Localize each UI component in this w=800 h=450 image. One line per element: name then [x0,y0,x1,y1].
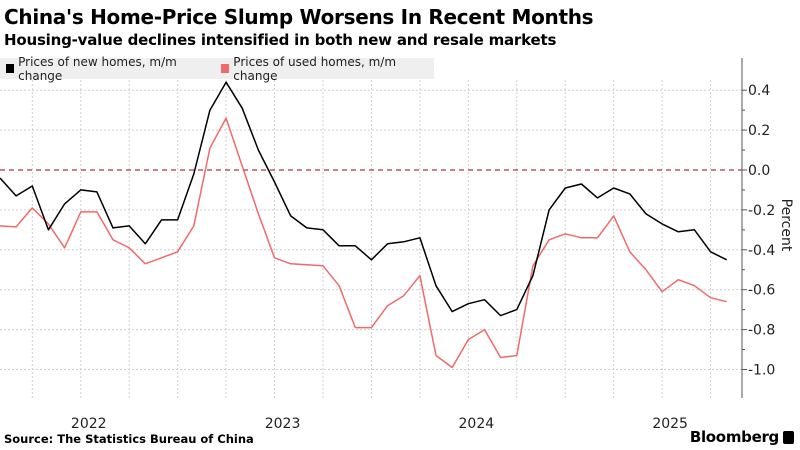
series-line-used-homes [0,117,727,369]
legend-swatch-new-homes [6,64,15,73]
y-tick-label: 0.4 [748,83,770,99]
x-tick-label: 2022 [71,416,107,432]
y-tick-label: -0.2 [748,203,775,219]
chart-subtitle: Housing-value declines intensified in bo… [4,31,557,49]
grid [0,80,742,398]
brand-text: Bloomberg [689,428,779,446]
y-tick-label: 0.2 [748,123,770,139]
x-tick-label: 2024 [459,416,495,432]
legend-swatch-used-homes [221,64,230,73]
legend: Prices of new homes, m/m change Prices o… [0,55,434,83]
bloomberg-logo: Bloomberg [690,428,794,446]
y-axis-label: Percent [778,199,794,252]
legend-item-used-homes: Prices of used homes, m/m change [221,55,424,83]
legend-label-used-homes: Prices of used homes, m/m change [233,54,397,83]
bloomberg-mark-icon [783,430,794,444]
y-tick-label: 0.0 [748,163,770,179]
series-lines [0,81,728,369]
x-tick-label: 2023 [265,416,301,432]
chart-title: China's Home-Price Slump Worsens In Rece… [4,5,594,29]
x-tick-label: 2025 [652,416,688,432]
legend-label-new-homes: Prices of new homes, m/m change [18,54,177,83]
x-axis: 2022 2023 2024 2025 [71,416,688,432]
y-axis: 0.4 0.2 0.0 -0.2 -0.4 -0.6 -0.8 -1.0 [741,58,775,398]
y-tick-label: -0.8 [748,323,775,339]
y-tick-label: -0.6 [748,283,775,299]
y-tick-label: -0.4 [748,243,775,259]
y-tick-label: -1.0 [748,363,775,379]
series-line-new-homes [0,81,728,317]
source-note: Source: The Statistics Bureau of China [4,432,254,446]
legend-item-new-homes: Prices of new homes, m/m change [6,55,205,83]
